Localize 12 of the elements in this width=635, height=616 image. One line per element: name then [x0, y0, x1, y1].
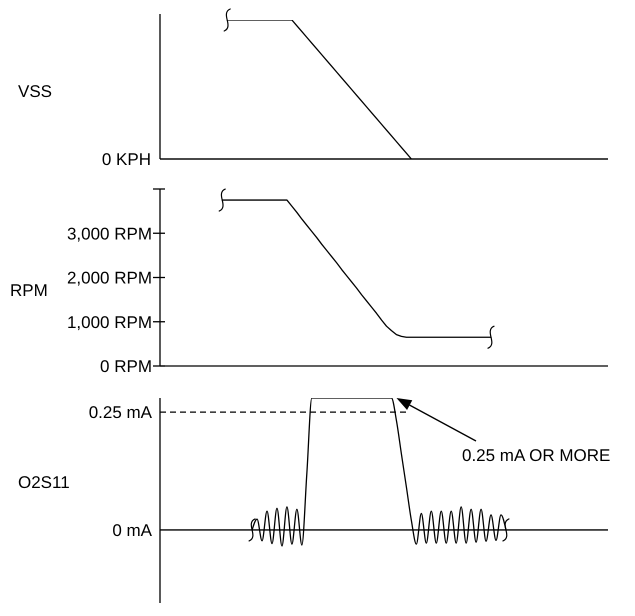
y-tick-label: 0 RPM [100, 356, 152, 376]
y-axis-title: O2S11 [18, 472, 70, 492]
annotation: 0.25 mA OR MORE [462, 446, 610, 464]
y-tick-label: 0.25 mA [88, 402, 153, 422]
y-tick-label: 0 mA [112, 520, 153, 540]
ref-line-label: 0 KPH [102, 150, 151, 170]
y-tick-label: 1,000 RPM [66, 312, 152, 332]
y-tick-label: 3,000 RPM [66, 224, 152, 243]
line-series [222, 199, 492, 338]
y-axis-title: RPM [10, 280, 48, 300]
y-tick-label: 2,000 RPM [66, 268, 152, 287]
y-axis-title: VSS [18, 82, 52, 100]
